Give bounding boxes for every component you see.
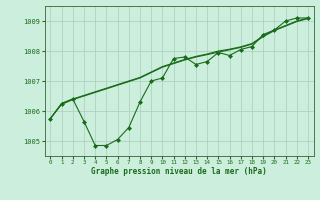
X-axis label: Graphe pression niveau de la mer (hPa): Graphe pression niveau de la mer (hPa) xyxy=(91,167,267,176)
